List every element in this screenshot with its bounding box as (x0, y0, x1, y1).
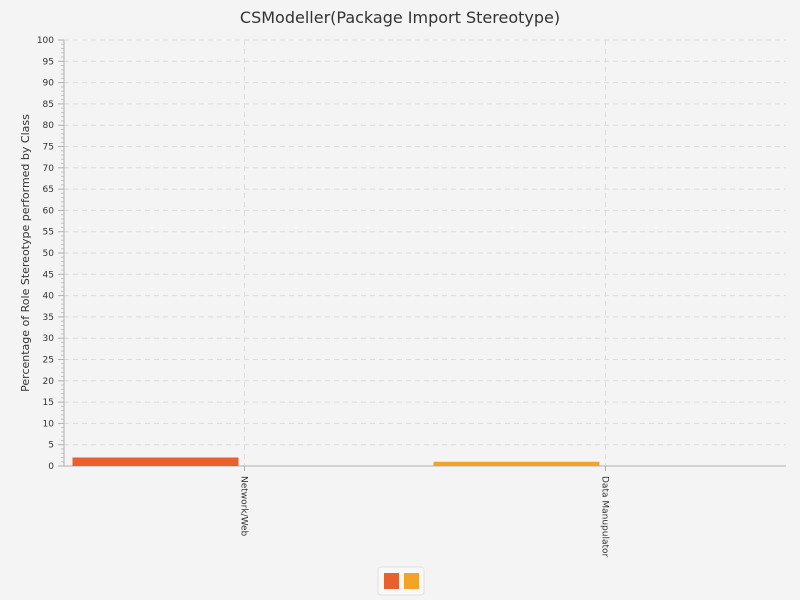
y-tick-label: 15 (43, 398, 54, 408)
y-tick-label: 95 (43, 57, 54, 67)
chart-title: CSModeller(Package Import Stereotype) (240, 8, 560, 27)
y-tick-label: 40 (43, 292, 55, 302)
y-tick-label: 20 (43, 377, 55, 387)
bars (72, 457, 600, 466)
y-tick-label: 85 (43, 100, 54, 110)
y-tick-label: 10 (43, 419, 55, 429)
y-tick-label: 50 (43, 249, 55, 259)
x-category-label: Data Manupulator (600, 476, 610, 558)
y-tick-label: 45 (43, 270, 54, 280)
legend-swatch (384, 573, 399, 589)
y-tick-label: 65 (43, 185, 54, 195)
legend-swatch (404, 573, 419, 589)
bar (72, 457, 239, 466)
y-tick-label: 80 (43, 121, 55, 131)
y-tick-label: 90 (43, 79, 55, 89)
tick-labels: 0 5 10 15 20 25 30 35 40 45 50 55 60 65 70 75 80 85 90 95 10… (37, 36, 610, 558)
y-tick-label: 25 (43, 356, 54, 366)
bar (433, 461, 600, 466)
y-tick-label: 60 (43, 206, 55, 216)
grid-lines (64, 39, 786, 466)
legend (377, 566, 425, 596)
y-tick-label: 100 (37, 36, 54, 46)
x-category-label: Network/Web (239, 476, 249, 537)
y-tick-label: 30 (43, 334, 55, 344)
y-tick-label: 75 (43, 143, 54, 153)
y-tick-label: 5 (48, 441, 54, 451)
y-axis-label: Percentage of Role Stereotype performed … (19, 114, 32, 392)
axes (58, 39, 786, 471)
y-tick-label: 35 (43, 313, 54, 323)
y-tick-label: 0 (48, 462, 54, 472)
y-tick-label: 70 (43, 164, 55, 174)
y-tick-label: 55 (43, 228, 54, 238)
